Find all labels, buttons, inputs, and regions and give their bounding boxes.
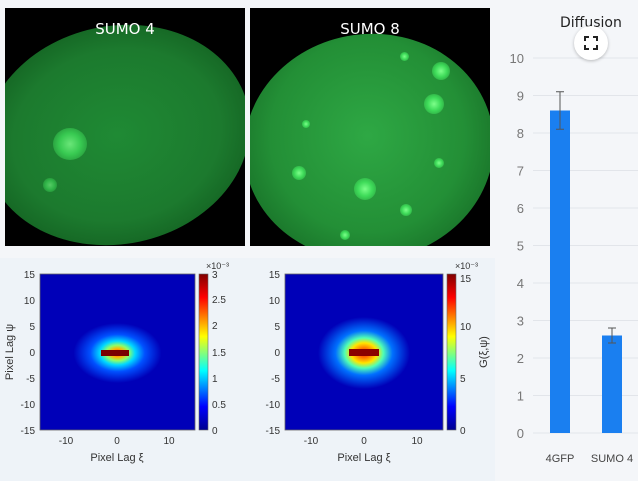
y-tick-label: 1	[517, 389, 524, 404]
x-category-label: 4GFP	[546, 453, 575, 465]
colorbar-tick: 10	[460, 322, 472, 333]
acf-plot-svg-2: 15 10 5 0 -5 -10 -15 -10 0 10 Pixel Lag …	[266, 261, 490, 464]
y-tick-label: 8	[517, 126, 524, 141]
colorbar-exponent: ×10⁻³	[206, 261, 229, 271]
y-tick-labels: 15 10 5 0 -5 -10 -15	[266, 270, 281, 437]
y-tick-label: 0	[517, 426, 524, 441]
colorbar-tick: 1.5	[212, 348, 226, 359]
acf-frame	[284, 273, 444, 431]
x-axis-label: Pixel Lag ξ	[90, 452, 143, 464]
y-tick: -10	[266, 400, 281, 411]
y-tick-label: 3	[517, 314, 524, 329]
y-tick-labels: 15 10 5 0 -5 -10 -15	[21, 270, 36, 437]
acf-center	[101, 350, 129, 356]
nuclear-spot	[302, 120, 310, 128]
y-tick: -15	[21, 426, 36, 437]
colorbar-tick: 2	[212, 321, 218, 332]
y-tick-label: 7	[517, 164, 524, 179]
bar[interactable]	[602, 335, 622, 434]
y-tick-label: 5	[517, 239, 524, 254]
colorbar-tick: 0.5	[212, 400, 226, 411]
nucleus-shape	[250, 17, 490, 246]
x-category-label: SUMO 4	[591, 453, 633, 465]
y-tick: -15	[266, 426, 281, 437]
y-tick-label: 2	[517, 351, 524, 366]
y-tick: -5	[271, 374, 280, 385]
colorbar-ticks: 15 10 5 0	[460, 274, 472, 437]
diffusion-bar-chart: 10 9 8 7 6 5 4 3 2 1 0 4GFP SUMO 4	[495, 0, 638, 481]
nuclear-spot	[292, 166, 306, 180]
image-title: SUMO 8	[340, 20, 400, 38]
colorbar-tick: 1	[212, 374, 218, 385]
nuclear-spot	[340, 230, 350, 240]
acf-plot-svg-1: 15 10 5 0 -5 -10 -15 -10 0 10 Pixel Lag …	[4, 261, 229, 464]
microscopy-image-sumo4: SUMO 4	[5, 8, 245, 246]
acf-center	[349, 349, 379, 356]
y-tick: -10	[21, 400, 36, 411]
autocorrelation-plot-1: 15 10 5 0 -5 -10 -15 -10 0 10 Pixel Lag …	[0, 258, 245, 481]
nuclear-spot	[43, 178, 57, 192]
y-tick: 5	[29, 322, 35, 333]
colorbar-tick: 0	[460, 426, 466, 437]
colorbar-ticks: 3 2.5 2 1.5 1 0.5 0	[212, 270, 226, 437]
y-tick-label: 9	[517, 89, 524, 104]
y-tick: -5	[26, 374, 35, 385]
colorbar	[446, 273, 457, 431]
nuclear-spot	[400, 204, 412, 216]
image-title: SUMO 4	[95, 20, 155, 38]
colorbar-tick: 5	[460, 374, 466, 385]
nuclear-spot	[432, 62, 450, 80]
nuclear-spot	[400, 52, 409, 61]
y-tick: 15	[269, 270, 281, 281]
x-tick-labels: -10 0 10	[59, 436, 175, 447]
nuclear-spot	[354, 178, 376, 200]
y-tick: 0	[29, 348, 35, 359]
chart-title: Diffusion	[560, 15, 622, 31]
y-tick: 0	[274, 348, 280, 359]
acf-frame	[39, 273, 196, 431]
nuclear-spot	[424, 94, 444, 114]
nucleus-shape	[5, 8, 245, 246]
x-tick: 0	[114, 436, 120, 447]
bar[interactable]	[550, 110, 570, 434]
y-tick: 5	[274, 322, 280, 333]
colorbar	[198, 273, 209, 431]
y-tick: 10	[269, 296, 281, 307]
y-tick-label: 6	[517, 201, 524, 216]
x-tick: -10	[59, 436, 74, 447]
colorbar-tick: 2.5	[212, 295, 226, 306]
colorbar-tick: 15	[460, 274, 472, 285]
y-tick-label: 10	[510, 51, 524, 66]
y-tick: 15	[24, 270, 36, 281]
nuclear-spot	[53, 128, 87, 160]
y-tick: 10	[24, 296, 36, 307]
colorbar-label: G(ξ,ψ)	[478, 336, 490, 368]
x-tick-labels: -10 0 10	[304, 436, 423, 447]
nuclear-spot	[434, 158, 444, 168]
x-axis-label: Pixel Lag ξ	[337, 452, 390, 464]
x-tick: -10	[304, 436, 319, 447]
x-tick: 10	[163, 436, 175, 447]
colorbar-exponent: ×10⁻³	[455, 261, 478, 271]
colorbar-tick: 0	[212, 426, 218, 437]
x-tick: 10	[411, 436, 423, 447]
colorbar-tick: 3	[212, 270, 218, 281]
y-axis-label: Pixel Lag ψ	[4, 324, 16, 380]
autocorrelation-plot-2: 15 10 5 0 -5 -10 -15 -10 0 10 Pixel Lag …	[245, 258, 495, 481]
expand-button[interactable]	[574, 26, 608, 60]
x-tick: 0	[361, 436, 367, 447]
expand-icon	[584, 36, 598, 50]
y-tick-label: 4	[517, 276, 524, 291]
microscopy-image-sumo8: SUMO 8	[250, 8, 490, 246]
